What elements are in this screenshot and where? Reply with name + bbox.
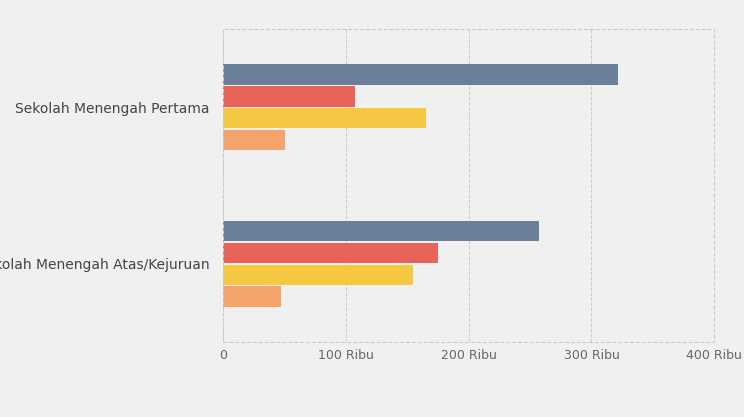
Bar — [223, 286, 281, 307]
Bar — [223, 64, 618, 85]
Bar — [223, 108, 426, 128]
Bar — [223, 221, 539, 241]
Bar — [223, 243, 438, 263]
Bar — [223, 130, 284, 151]
Bar — [223, 86, 355, 107]
Bar — [223, 264, 414, 285]
